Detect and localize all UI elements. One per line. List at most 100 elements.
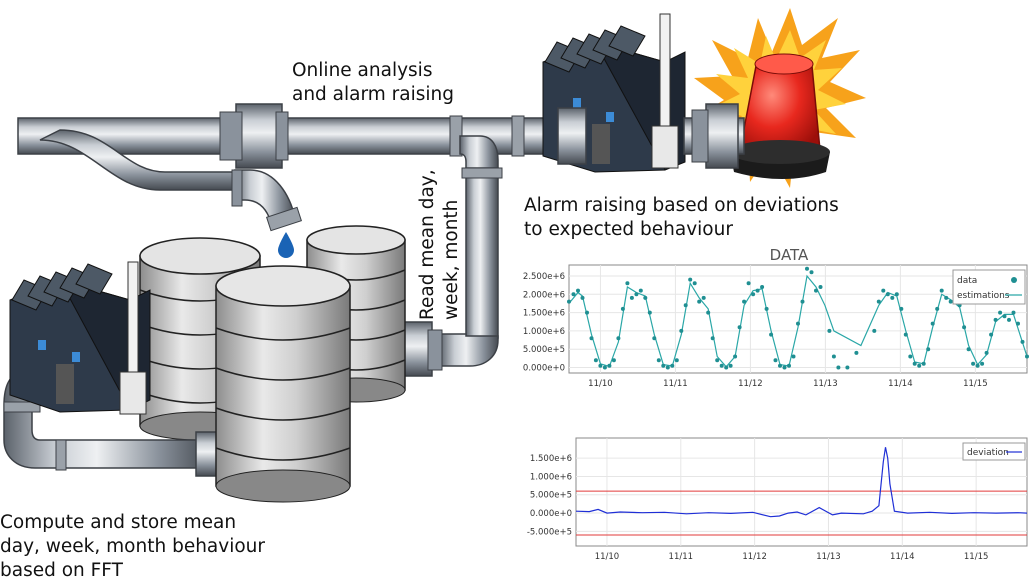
y-tick-label: 5.000e+5 [523, 345, 565, 355]
data-point [692, 281, 697, 286]
deviation-chart: -5.000e+5 0.000e+0 5.000e+5 1.000e+6 1.500e+… [527, 437, 1028, 562]
y-tick-label: 1.000e+6 [523, 327, 565, 337]
branch-pipe [39, 129, 303, 232]
data-point [845, 365, 850, 370]
data-point [1002, 314, 1007, 319]
data-point [674, 358, 679, 363]
data-point [773, 358, 778, 363]
data-point [598, 363, 603, 368]
data-point [948, 299, 953, 304]
data-point [966, 347, 971, 352]
siren-pipe [683, 103, 745, 169]
y-tick-label: 2.000e+6 [523, 290, 565, 300]
data-point [567, 299, 571, 304]
data-point [728, 363, 733, 368]
legend-label-data: data [957, 276, 977, 286]
data-point [872, 328, 877, 333]
alarm-siren-icon [690, 8, 866, 188]
data-point [629, 295, 634, 300]
data-point [697, 299, 702, 304]
caption-line: Online analysis [292, 60, 433, 81]
legend-label-deviation: deviation [967, 448, 1009, 458]
data-point [764, 306, 769, 311]
chart-title: DATA [770, 246, 809, 264]
data-point [746, 281, 751, 286]
data-point [760, 285, 765, 289]
data-point [800, 299, 805, 304]
data-point [926, 347, 931, 352]
x-tick-label: 11/13 [813, 379, 838, 389]
data-point [935, 306, 940, 311]
data-point [683, 303, 688, 308]
data-point [818, 285, 823, 289]
data-point [769, 332, 774, 337]
data-point [602, 365, 607, 370]
data-point [782, 365, 787, 370]
data-point [930, 321, 935, 326]
data-point [706, 310, 711, 315]
data-point [1020, 339, 1025, 344]
data-point [993, 317, 998, 322]
data-point [634, 292, 639, 297]
data-point [975, 363, 980, 368]
data-point [885, 292, 890, 297]
data-point [876, 299, 881, 304]
data-point [805, 266, 809, 271]
x-tick-label: 11/15 [964, 552, 989, 562]
x-tick-label: 11/10 [588, 379, 613, 389]
data-point [962, 325, 967, 330]
caption-line: Alarm raising based on deviations [524, 195, 839, 216]
data-point [908, 354, 913, 359]
data-point [737, 325, 742, 330]
data-point [571, 292, 576, 297]
y-tick-label: 0.000e+0 [523, 364, 565, 374]
chart-plot-area [575, 437, 1028, 547]
y-tick-label: 1.000e+6 [530, 472, 572, 482]
data-chart: DATA 0.000e+0 5.000e+5 1.000e+6 1.500e+6 2.0… [523, 246, 1029, 389]
data-point [742, 299, 747, 304]
x-tick-label: 11/14 [888, 379, 913, 389]
data-point [611, 358, 616, 363]
data-point [787, 363, 791, 368]
factory-left-icon [9, 261, 151, 415]
data-point [688, 277, 693, 282]
data-point [980, 361, 985, 366]
data-point [580, 295, 585, 300]
data-point [791, 354, 796, 359]
data-point [903, 332, 908, 337]
data-point [894, 292, 899, 297]
data-point [912, 361, 917, 366]
legend-marker-data [1011, 277, 1017, 283]
data-point [724, 365, 729, 370]
caption-line: Read mean day, [417, 169, 438, 320]
water-drop-icon [278, 232, 294, 258]
y-tick-label: 1.500e+6 [523, 309, 565, 319]
data-point [647, 310, 652, 315]
data-point [984, 350, 989, 355]
data-point [899, 306, 904, 311]
data-point [881, 288, 886, 293]
data-point [652, 336, 657, 341]
caption-alarm-raising: Alarm raising based on deviations to exp… [524, 194, 839, 242]
y-tick-label: 5.000e+5 [530, 491, 572, 501]
data-point [944, 295, 949, 300]
chart-legend: deviation [962, 442, 1026, 461]
data-point [755, 288, 760, 293]
data-point [585, 310, 589, 315]
caption-compute-store: Compute and store mean day, week, month … [0, 511, 265, 583]
data-point [1016, 321, 1020, 326]
series-line-deviation [575, 447, 1028, 518]
data-point [616, 336, 621, 341]
data-point [831, 354, 836, 359]
data-point [836, 365, 841, 370]
data-point [576, 288, 580, 293]
caption-line: Compute and store mean [0, 512, 237, 533]
caption-line: week, month [441, 199, 462, 320]
data-point [778, 363, 782, 368]
database-front [215, 265, 351, 503]
data-point [939, 288, 944, 293]
data-point [593, 358, 598, 363]
data-point [643, 295, 648, 300]
data-point [971, 361, 976, 366]
